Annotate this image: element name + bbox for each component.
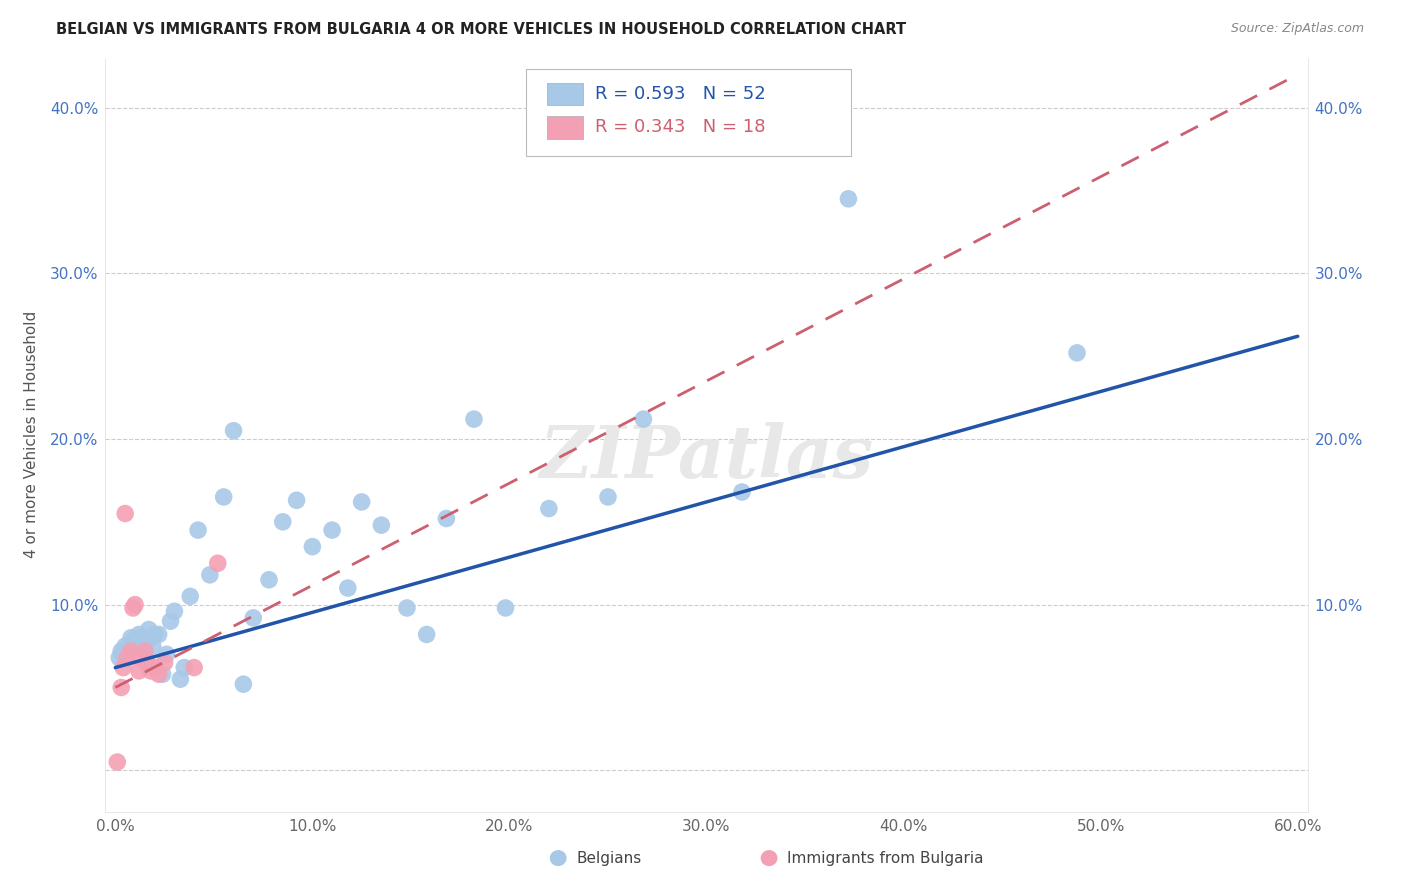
Point	[633, 412, 655, 426]
Y-axis label: 4 or more Vehicles in Household: 4 or more Vehicles in Household	[24, 311, 39, 558]
Point	[105, 755, 128, 769]
Text: ZIPatlas: ZIPatlas	[540, 422, 873, 493]
Point	[285, 493, 308, 508]
Point	[1066, 346, 1088, 360]
Point	[139, 631, 162, 645]
Text: Immigrants from Bulgaria: Immigrants from Bulgaria	[787, 851, 984, 865]
Point	[837, 192, 859, 206]
Point	[114, 507, 136, 521]
Point	[271, 515, 294, 529]
Point	[139, 664, 162, 678]
Point	[129, 631, 152, 645]
Point	[148, 627, 170, 641]
Text: BELGIAN VS IMMIGRANTS FROM BULGARIA 4 OR MORE VEHICLES IN HOUSEHOLD CORRELATION : BELGIAN VS IMMIGRANTS FROM BULGARIA 4 OR…	[56, 22, 907, 37]
Point	[415, 627, 437, 641]
Point	[242, 611, 264, 625]
Point	[112, 660, 135, 674]
Point	[108, 650, 131, 665]
Point	[132, 639, 155, 653]
Text: Belgians: Belgians	[576, 851, 641, 865]
Point	[169, 672, 191, 686]
Point	[110, 644, 132, 658]
Point	[301, 540, 323, 554]
Point	[187, 523, 209, 537]
Point	[152, 667, 174, 681]
Point	[143, 660, 166, 674]
Text: R = 0.593   N = 52: R = 0.593 N = 52	[595, 85, 765, 103]
Point	[135, 656, 157, 670]
Point	[128, 627, 150, 641]
Point	[129, 650, 152, 665]
Point	[198, 567, 221, 582]
Point	[115, 650, 138, 665]
Point	[173, 660, 195, 674]
Point	[155, 648, 177, 662]
Text: Source: ZipAtlas.com: Source: ZipAtlas.com	[1230, 22, 1364, 36]
Point	[434, 511, 457, 525]
Point	[321, 523, 343, 537]
Point	[596, 490, 619, 504]
Point	[114, 639, 136, 653]
Point	[120, 631, 142, 645]
Point	[110, 681, 132, 695]
Point	[120, 644, 142, 658]
Point	[537, 501, 560, 516]
Point	[179, 590, 201, 604]
Point	[143, 627, 166, 641]
Point	[163, 604, 186, 618]
Point	[124, 639, 146, 653]
Point	[142, 639, 165, 653]
Point	[115, 650, 138, 665]
Point	[118, 644, 141, 658]
Point	[207, 556, 229, 570]
Point	[138, 623, 160, 637]
Point	[122, 634, 145, 648]
Point	[159, 614, 181, 628]
Point	[336, 581, 359, 595]
Point	[395, 601, 418, 615]
Point	[128, 664, 150, 678]
Point	[124, 598, 146, 612]
Point	[134, 644, 156, 658]
FancyBboxPatch shape	[547, 83, 582, 105]
Point	[134, 644, 156, 658]
Point	[731, 485, 754, 500]
Point	[183, 660, 205, 674]
Point	[222, 424, 245, 438]
Point	[148, 667, 170, 681]
Text: R = 0.343   N = 18: R = 0.343 N = 18	[595, 119, 765, 136]
Point	[125, 634, 148, 648]
Point	[257, 573, 280, 587]
Point	[495, 601, 517, 615]
Point	[135, 631, 157, 645]
Point	[212, 490, 235, 504]
FancyBboxPatch shape	[547, 116, 582, 138]
Point	[153, 656, 176, 670]
Point	[463, 412, 485, 426]
Point	[370, 518, 392, 533]
Point	[232, 677, 254, 691]
Point	[112, 648, 135, 662]
FancyBboxPatch shape	[526, 70, 851, 156]
Point	[350, 495, 373, 509]
Point	[122, 601, 145, 615]
